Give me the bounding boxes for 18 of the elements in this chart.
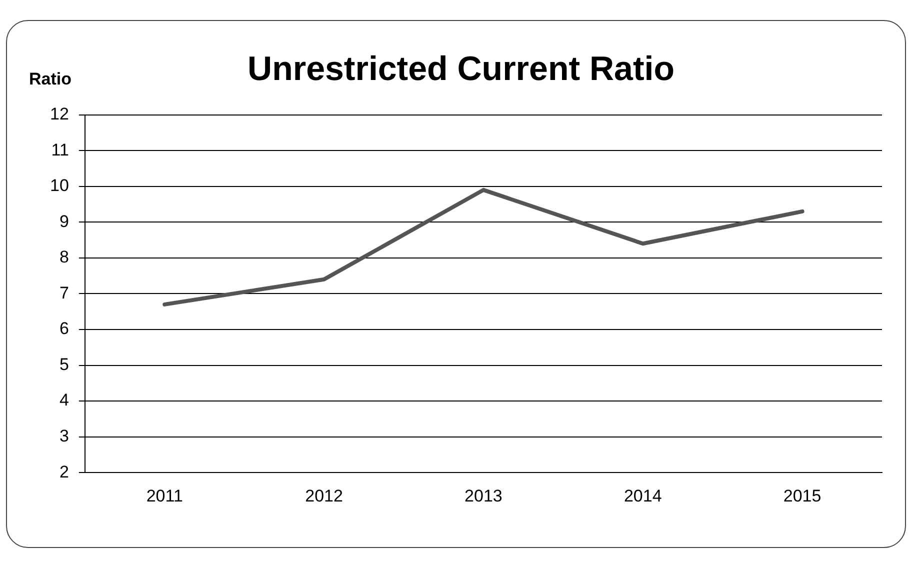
y-tick-label: 12 bbox=[50, 104, 69, 124]
y-tick-label: 4 bbox=[59, 390, 69, 410]
y-tick-label: 2 bbox=[59, 462, 69, 482]
y-tick-label: 9 bbox=[59, 212, 69, 231]
y-axis-title: Ratio bbox=[29, 70, 72, 89]
y-tick-label: 3 bbox=[59, 426, 69, 446]
y-tick-label: 8 bbox=[59, 248, 69, 267]
x-tick-label: 2015 bbox=[783, 486, 822, 506]
x-tick-label: 2013 bbox=[464, 486, 502, 506]
x-tick-label: 2012 bbox=[305, 486, 343, 506]
y-tick-label: 6 bbox=[59, 319, 69, 338]
y-tick-label: 10 bbox=[50, 176, 69, 196]
chart-title: Unrestricted Current Ratio bbox=[248, 50, 674, 88]
y-tick-label: 11 bbox=[51, 140, 69, 160]
y-tick-label: 5 bbox=[59, 354, 69, 374]
x-tick-label: 2014 bbox=[624, 486, 662, 506]
x-tick-label: 2011 bbox=[146, 486, 183, 506]
y-tick-label: 7 bbox=[59, 283, 69, 302]
